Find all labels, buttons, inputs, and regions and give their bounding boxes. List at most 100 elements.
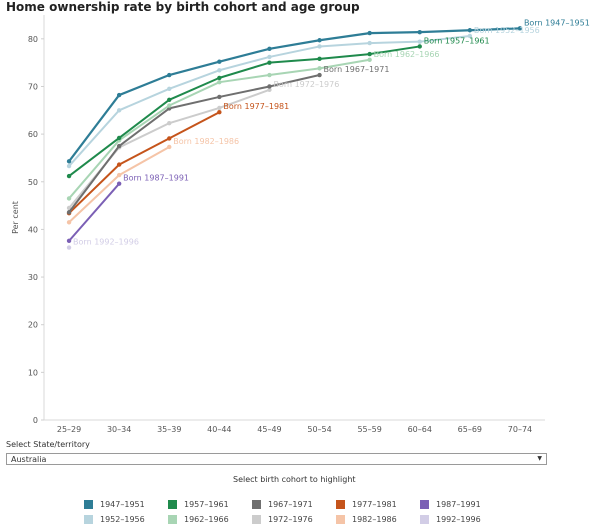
data-point-1967–1971 [267,84,272,89]
state-select-label: Select State/territory [6,440,90,449]
legend-item-1962–1966[interactable]: 1962–1966 [168,513,229,525]
data-point-1947–1951 [167,72,172,78]
legend-swatch [336,499,345,509]
series-label-1967–1971: Born 1967–1971 [324,65,390,74]
y-tick-label: 40 [28,225,38,234]
legend-label: 1972–1976 [268,514,313,524]
legend-item-1972–1976[interactable]: 1972–1976 [252,513,313,525]
series-label-1972–1976: Born 1972–1976 [273,80,339,89]
legend-swatch [252,514,261,524]
legend-item-1957–1961[interactable]: 1957–1961 [168,498,229,510]
legend-label: 1952–1956 [100,514,145,524]
data-point-1962–1966 [217,79,222,85]
data-point-1982–1986 [116,172,122,178]
series-label-1987–1991: Born 1987–1991 [123,174,189,183]
data-point-1962–1966 [367,57,372,62]
x-tick-label: 70–74 [508,425,532,434]
y-tick-label: 50 [28,178,38,187]
legend-label: 1967–1971 [268,499,313,509]
legend-swatch [420,499,429,509]
data-point-1982–1986 [167,144,172,150]
data-point-1952–1956 [367,40,372,46]
y-tick-label: 20 [28,321,38,330]
legend-swatch [168,514,177,524]
legend-item-1947–1951[interactable]: 1947–1951 [84,498,145,510]
data-point-1987–1991 [116,181,122,186]
legend-item-1987–1991[interactable]: 1987–1991 [420,498,481,510]
data-point-1947–1951 [467,28,473,33]
data-point-1952–1956 [217,68,222,73]
series-label-1982–1986: Born 1982–1986 [173,137,239,146]
series-label-1957–1961: Born 1957–1961 [424,36,490,45]
legend-item-1967–1971[interactable]: 1967–1971 [252,498,313,510]
axis-layer: 0 10 20 30 40 50 60 70 80 25–29 30–34 35–39 40–44 45–… [11,15,545,434]
data-point-1977–1981 [116,162,122,167]
data-point-1972–1976 [217,105,222,111]
y-tick-label: 60 [28,130,38,139]
legend-swatch [168,499,177,509]
legend-swatch [336,514,345,524]
x-tick-label: 50–54 [307,425,331,434]
series-line-1957–1961 [68,45,420,177]
data-point-1962–1966 [167,103,172,108]
legend-label: 1957–1961 [184,499,229,509]
series-label-1952–1956: Born 1952–1956 [474,26,540,35]
legend-item-1952–1956[interactable]: 1952–1956 [84,513,145,525]
data-point-1957–1961 [267,60,272,65]
legend-item-1982–1986[interactable]: 1982–1986 [336,513,397,525]
data-point-1947–1951 [417,29,422,35]
data-point-1952–1956 [467,33,473,39]
data-point-1947–1951 [66,159,72,164]
state-select-value: Australia [11,455,47,464]
data-point-1947–1951 [367,30,372,36]
data-point-1972–1976 [66,205,72,211]
x-tick-label: 25–29 [57,425,81,434]
legend-swatch [252,499,261,509]
state-select-dropdown[interactable]: Australia ▼ [6,453,547,465]
data-point-1982–1986 [66,220,72,225]
series-line-1967–1971 [68,74,320,213]
x-tick-label: 55–59 [357,425,381,434]
legend-label: 1982–1986 [352,514,397,524]
data-point-1962–1966 [317,66,322,71]
series-line-1987–1991 [68,183,120,242]
legend-item-1992–1996[interactable]: 1992–1996 [420,513,481,525]
x-tick-label: 35–39 [157,425,181,434]
data-point-1967–1971 [116,143,122,149]
legend-label: 1962–1966 [184,514,229,524]
series-label-1992–1996: Born 1992–1996 [73,238,139,247]
legend-label: 1977–1981 [352,499,397,509]
legend-swatch [420,514,429,524]
y-axis-label: Per cent [11,201,20,234]
data-point-1977–1981 [217,110,222,115]
series-label-1977–1981: Born 1977–1981 [223,102,289,111]
y-tick-label: 80 [28,35,38,44]
series-label-layer: Born 1992–1996 Born 1987–1991 Born 1982–19… [73,18,590,246]
data-point-1957–1961 [217,75,222,81]
y-tick-label: 10 [28,368,38,377]
x-tick-label: 65–69 [458,425,482,434]
data-point-1967–1971 [66,210,72,215]
chart-title: Home ownership rate by birth cohort and … [6,0,360,14]
legend-swatch [84,499,93,509]
data-point-1947–1951 [517,26,523,31]
data-point-1957–1961 [367,51,372,57]
chevron-down-icon: ▼ [537,455,542,462]
data-point-1947–1951 [317,38,322,43]
legend-label: 1987–1991 [436,499,481,509]
data-point-1957–1961 [317,56,322,62]
line-chart: 0 10 20 30 40 50 60 70 80 25–29 30–34 35–39 40–44 45–… [11,15,590,434]
x-tick-label: 30–34 [107,425,131,434]
legend-item-1977–1981[interactable]: 1977–1981 [336,498,397,510]
series-line-1977–1981 [68,111,220,214]
data-point-1992–1996 [66,245,72,250]
data-point-1952–1956 [417,39,422,44]
data-point-1962–1966 [66,196,72,201]
data-point-1952–1956 [167,86,172,92]
data-point-1977–1981 [167,136,172,141]
data-point-1947–1951 [267,46,272,52]
legend-label: 1947–1951 [100,499,145,509]
data-point-1947–1951 [116,92,122,98]
y-tick-label: 70 [28,82,38,91]
data-point-1967–1971 [317,72,322,78]
